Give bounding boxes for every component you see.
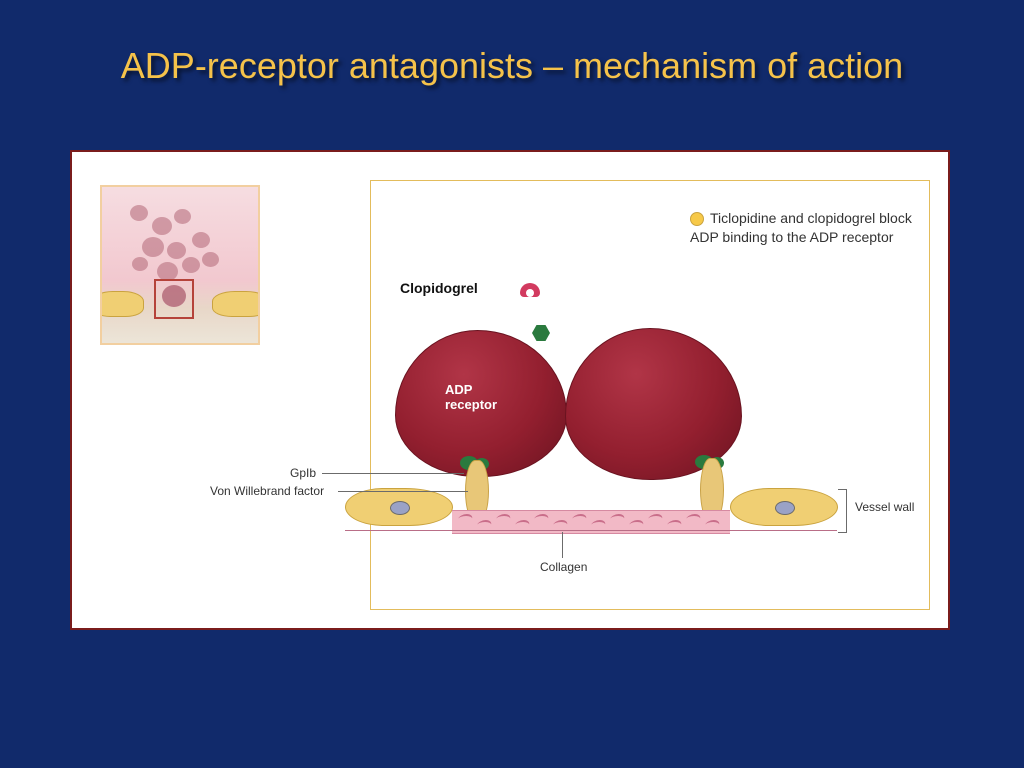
- collagen-fiber: [494, 514, 512, 524]
- endothelial-cell: [345, 488, 453, 526]
- inset-cell: [152, 217, 172, 235]
- collagen-fiber: [589, 520, 607, 530]
- collagen-fiber: [684, 514, 702, 524]
- inset-cell: [132, 257, 148, 271]
- collagen-fiber: [703, 520, 721, 530]
- legend-dot-icon: [690, 212, 704, 226]
- slide-title: ADP-receptor antagonists – mechanism of …: [0, 46, 1024, 86]
- collagen-fiber: [532, 514, 550, 524]
- endothelial-cell: [730, 488, 838, 526]
- inset-thumbnail: [100, 185, 260, 345]
- nucleus-icon: [775, 501, 795, 515]
- collagen-fiber: [570, 514, 588, 524]
- inset-cell: [142, 237, 164, 257]
- label-adp-receptor: ADP receptor: [445, 382, 497, 412]
- leader-line: [562, 532, 563, 558]
- collagen-fiber: [475, 520, 493, 530]
- collagen-fiber: [551, 520, 569, 530]
- collagen-fiber: [456, 514, 474, 524]
- bracket-icon: [838, 489, 847, 533]
- label-collagen: Collagen: [540, 560, 587, 574]
- inset-cell: [182, 257, 200, 273]
- collagen-fiber: [646, 514, 664, 524]
- label-vwf: Von Willebrand factor: [210, 484, 324, 498]
- inset-cell: [202, 252, 219, 267]
- clopidogrel-icon: [520, 283, 540, 297]
- label-vessel-wall: Vessel wall: [855, 500, 914, 514]
- nucleus-icon: [390, 501, 410, 515]
- slide-root: ADP-receptor antagonists – mechanism of …: [0, 0, 1024, 768]
- leader-line: [322, 473, 464, 474]
- inset-highlight-box: [154, 279, 194, 319]
- legend-entry: Ticlopidine and clopidogrel block ADP bi…: [690, 190, 940, 247]
- inset-cell: [174, 209, 191, 224]
- inset-cell: [192, 232, 210, 248]
- collagen-fiber: [608, 514, 626, 524]
- legend-text: Ticlopidine and clopidogrel block ADP bi…: [690, 210, 912, 245]
- inset-endo: [100, 291, 144, 317]
- leader-line: [338, 491, 468, 492]
- label-clopidogrel: Clopidogrel: [400, 280, 478, 296]
- collagen-fiber: [665, 520, 683, 530]
- collagen-fiber: [513, 520, 531, 530]
- label-gpib: GpIb: [290, 466, 316, 480]
- inset-endo: [212, 291, 260, 317]
- inset-cell: [167, 242, 186, 259]
- inset-cell: [130, 205, 148, 221]
- baseline: [345, 530, 837, 531]
- collagen-fiber: [627, 520, 645, 530]
